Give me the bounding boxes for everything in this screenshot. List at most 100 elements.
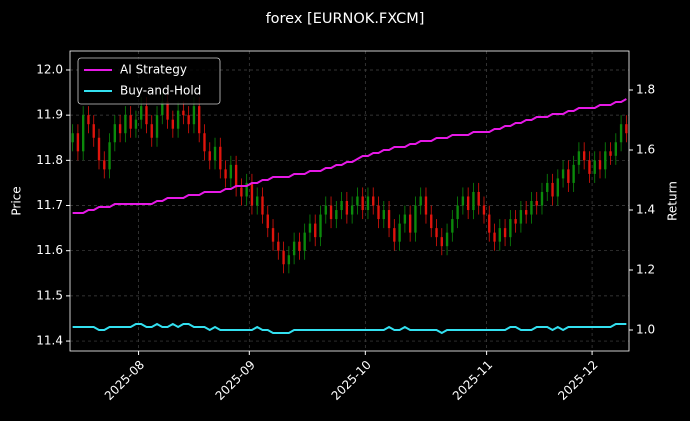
candle-body	[577, 151, 581, 165]
candle-body	[298, 241, 301, 251]
candle-body	[240, 187, 243, 197]
candle-body	[393, 228, 396, 242]
candle-body	[319, 214, 322, 238]
candle-body	[81, 115, 85, 152]
chart-title: forex [EURNOK.FXCM]	[266, 11, 425, 27]
candle-body	[182, 110, 185, 116]
candle-body	[403, 214, 407, 224]
candle-body	[97, 137, 101, 161]
candle-body	[366, 196, 370, 211]
candle-body	[593, 160, 596, 174]
candle-body	[472, 191, 475, 211]
candle-body	[430, 214, 433, 229]
candle-body	[509, 219, 512, 238]
y2-tick-label: 1.6	[636, 143, 655, 157]
candle-body	[113, 124, 117, 143]
candle-body	[308, 223, 312, 233]
y2-tick-label: 1.2	[636, 263, 655, 277]
y2-tick-label: 1.8	[636, 83, 655, 97]
candle-body	[314, 223, 317, 238]
candle-body	[176, 110, 180, 129]
candle-body	[224, 169, 227, 179]
candle-body	[582, 151, 586, 161]
y-tick-label: 11.9	[36, 108, 63, 122]
candle-body	[619, 124, 623, 143]
candle-body	[561, 169, 565, 179]
candle-body	[282, 250, 285, 265]
candle-body	[124, 115, 127, 134]
candle-body	[466, 196, 470, 211]
candle-body	[340, 201, 343, 211]
candle-body	[598, 160, 602, 170]
series-line	[72, 322, 627, 335]
candle-body	[387, 210, 391, 229]
candle-body	[493, 232, 496, 242]
candle-body	[203, 133, 206, 152]
candle-body	[150, 124, 153, 138]
candle-body	[287, 255, 291, 265]
candle-body	[166, 101, 169, 120]
candle-body	[134, 119, 138, 129]
candle-body	[303, 232, 306, 251]
candle-body	[546, 182, 549, 192]
candle-body	[292, 241, 296, 256]
candle-body	[356, 196, 359, 206]
candle-body	[435, 228, 438, 238]
candle-body	[213, 146, 217, 161]
candle-body	[256, 196, 259, 206]
candle-body	[377, 205, 380, 220]
candle-body	[361, 196, 364, 211]
candle-body	[588, 160, 591, 174]
candle-body	[266, 214, 269, 229]
y-tick-label: 11.6	[36, 243, 63, 257]
candle-body	[372, 196, 375, 206]
candle-body	[419, 196, 422, 206]
candle-body	[187, 115, 190, 125]
candle-body	[261, 196, 264, 215]
candle-body	[245, 182, 248, 197]
series-line	[72, 98, 627, 214]
candle-body	[335, 210, 338, 220]
y-tick-label: 12.0	[36, 62, 63, 76]
candle-body	[572, 164, 575, 183]
candle-body	[229, 164, 233, 179]
y-tick-label: 11.5	[36, 288, 63, 302]
candle-body	[567, 169, 570, 183]
candle-body	[103, 160, 106, 170]
candle-body	[382, 210, 385, 220]
candle-body	[398, 223, 401, 242]
candle-body	[551, 182, 554, 197]
candle-body	[530, 201, 533, 215]
y2-axis-label: Return	[666, 181, 680, 221]
candle-body	[76, 133, 80, 152]
candle-body	[71, 133, 74, 143]
candle-body	[440, 237, 443, 247]
candle-body	[350, 205, 354, 215]
candle-body	[556, 178, 559, 197]
candle-body	[208, 151, 211, 161]
candle-body	[108, 142, 111, 170]
candle-body	[524, 210, 528, 215]
candle-body	[498, 228, 501, 242]
candle-body	[129, 115, 132, 129]
candle-body	[234, 164, 238, 188]
candle-body	[198, 106, 201, 134]
candle-body	[408, 214, 412, 233]
candle-body	[514, 219, 517, 224]
y-tick-label: 11.8	[36, 153, 63, 167]
legend-label: AI Strategy	[120, 63, 187, 77]
candle-body	[540, 191, 544, 206]
plot-frame	[69, 50, 630, 352]
candle-body	[140, 106, 143, 120]
candle-body	[424, 196, 428, 215]
candle-body	[329, 205, 333, 220]
candle-body	[456, 205, 459, 220]
candle-body	[118, 124, 122, 134]
candle-body	[535, 201, 538, 206]
candle-body	[145, 106, 148, 125]
candle-body	[451, 219, 454, 233]
candle-body	[171, 119, 175, 129]
candle-body	[161, 101, 164, 116]
candle-body	[609, 151, 612, 156]
candle-body	[488, 214, 491, 233]
